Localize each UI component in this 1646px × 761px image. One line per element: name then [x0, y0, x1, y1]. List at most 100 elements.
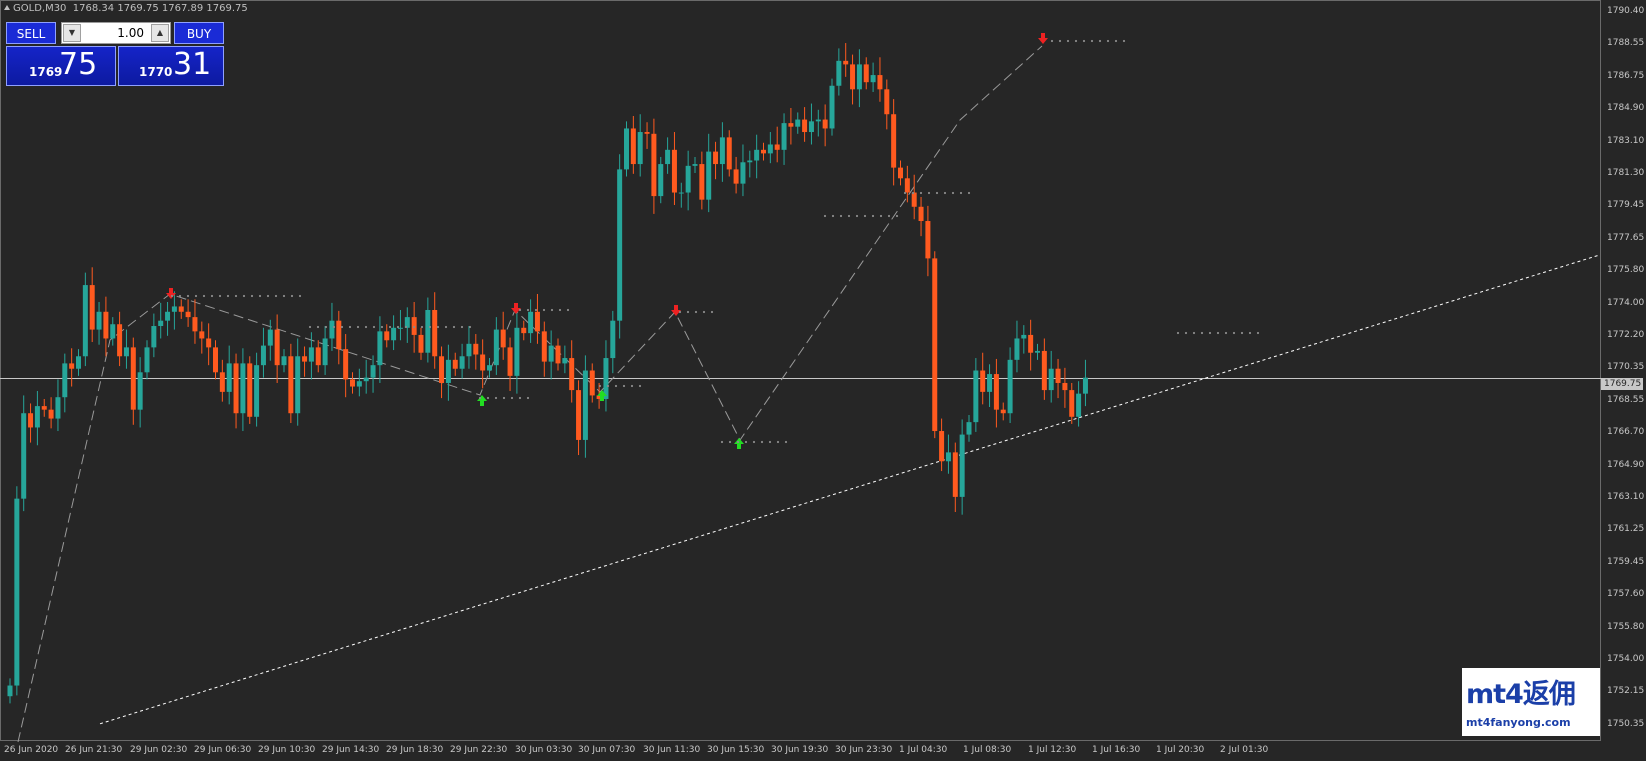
- candle-body: [658, 164, 664, 197]
- indicator-dot: [1106, 39, 1110, 43]
- candle-body: [41, 406, 47, 410]
- candle-body: [322, 338, 328, 366]
- indicator-dot: [1184, 331, 1188, 335]
- candle-body: [671, 149, 677, 193]
- candle-body: [870, 75, 876, 83]
- indicator-dot: [1256, 331, 1260, 335]
- indicator-dot: [218, 294, 222, 298]
- indicator-dot: [526, 396, 530, 400]
- indicator-dot: [420, 325, 424, 329]
- candle-body: [987, 374, 993, 392]
- indicator-dot: [234, 294, 238, 298]
- time-tick-label: 29 Jun 10:30: [258, 745, 316, 755]
- indicator-dot: [242, 294, 246, 298]
- candle-body: [89, 285, 95, 330]
- sell-button[interactable]: SELL: [6, 22, 56, 44]
- price-tick-label: 1779.45: [1607, 200, 1645, 211]
- indicator-dot: [1066, 39, 1070, 43]
- indicator-dot: [340, 325, 344, 329]
- candle-body: [836, 60, 842, 86]
- candle-body: [137, 372, 143, 410]
- indicator-dot: [1050, 39, 1054, 43]
- time-tick-label: 30 Jun 11:30: [643, 745, 701, 755]
- indicator-dot: [823, 214, 827, 218]
- buy-price-box[interactable]: 1770 31: [118, 46, 224, 86]
- candle-body: [247, 363, 253, 417]
- indicator-dot: [170, 294, 174, 298]
- candle-body: [1076, 393, 1082, 417]
- indicator-dot: [736, 440, 740, 444]
- time-tick-label: 1 Jul 12:30: [1028, 745, 1077, 755]
- candle-body: [863, 64, 869, 83]
- lot-size-field[interactable]: ▼ ▲: [61, 22, 171, 44]
- indicator-dot: [534, 308, 538, 312]
- candle-body: [514, 327, 520, 376]
- lot-decrease-icon[interactable]: ▼: [63, 24, 81, 42]
- indicator-dot: [1098, 39, 1102, 43]
- lot-size-input[interactable]: [82, 25, 146, 41]
- indicator-dot: [518, 396, 522, 400]
- indicator-dot: [364, 325, 368, 329]
- candle-body: [226, 363, 232, 392]
- candle-body: [302, 356, 308, 362]
- indicator-dot: [606, 384, 610, 388]
- indicator-dot: [550, 308, 554, 312]
- candle-body: [260, 345, 266, 366]
- buy-button[interactable]: BUY: [174, 22, 224, 44]
- candle-body: [356, 381, 362, 387]
- candle-body: [1082, 377, 1088, 394]
- candle-body: [473, 343, 479, 355]
- time-tick-label: 30 Jun 15:30: [707, 745, 765, 755]
- price-tick-label: 1783.10: [1607, 135, 1645, 146]
- price-tick-label: 1752.15: [1607, 686, 1645, 697]
- candle-body: [596, 395, 602, 399]
- candle-body: [774, 144, 780, 150]
- time-tick-label: 1 Jul 04:30: [899, 745, 948, 755]
- candle-body: [959, 434, 965, 497]
- time-tick-label: 2 Jul 01:30: [1220, 745, 1269, 755]
- indicator-dot: [776, 440, 780, 444]
- candle-body: [754, 149, 760, 161]
- time-tick-label: 26 Jun 21:30: [65, 745, 123, 755]
- sell-signal-arrow-icon: [1038, 33, 1048, 44]
- logo-sub-text: mt4fanyong.com: [1466, 716, 1571, 729]
- indicator-dot: [1224, 331, 1228, 335]
- candle-body: [617, 169, 623, 321]
- candle-body: [233, 363, 239, 414]
- price-tick-label: 1775.80: [1607, 265, 1645, 276]
- indicator-dot: [744, 440, 748, 444]
- sell-price-box[interactable]: 1769 75: [6, 46, 116, 86]
- candle-body: [685, 165, 691, 193]
- symbol-timeframe: GOLD,M30: [13, 3, 67, 14]
- indicator-dot: [1114, 39, 1118, 43]
- indicator-dot: [919, 191, 923, 195]
- indicator-dot: [186, 294, 190, 298]
- candle-body: [843, 60, 849, 65]
- indicator-dot: [444, 325, 448, 329]
- candle-body: [397, 327, 403, 329]
- indicator-dot: [210, 294, 214, 298]
- candle-body: [1000, 409, 1006, 414]
- candle-body: [425, 310, 431, 353]
- indicator-dot: [1216, 331, 1220, 335]
- candle-body: [28, 413, 34, 428]
- price-tick-label: 1781.30: [1607, 168, 1645, 178]
- indicator-dot: [518, 308, 522, 312]
- indicator-dot: [1240, 331, 1244, 335]
- indicator-dot: [768, 440, 772, 444]
- candle-body: [500, 329, 506, 348]
- logo-main-text: mt4返佣: [1466, 679, 1576, 710]
- lot-increase-icon[interactable]: ▲: [151, 24, 169, 42]
- candle-body: [295, 356, 301, 414]
- candle-body: [418, 334, 424, 353]
- candle-body: [158, 320, 164, 327]
- chart-area[interactable]: [0, 0, 1601, 741]
- indicator-dot: [1082, 39, 1086, 43]
- candle-body: [678, 192, 684, 194]
- candle-body: [918, 206, 924, 222]
- candle-body: [665, 149, 671, 165]
- price-tick-label: 1750.35: [1607, 718, 1645, 729]
- candle-body: [747, 160, 753, 163]
- collapse-triangle-icon[interactable]: [4, 5, 10, 10]
- candle-body: [993, 374, 999, 410]
